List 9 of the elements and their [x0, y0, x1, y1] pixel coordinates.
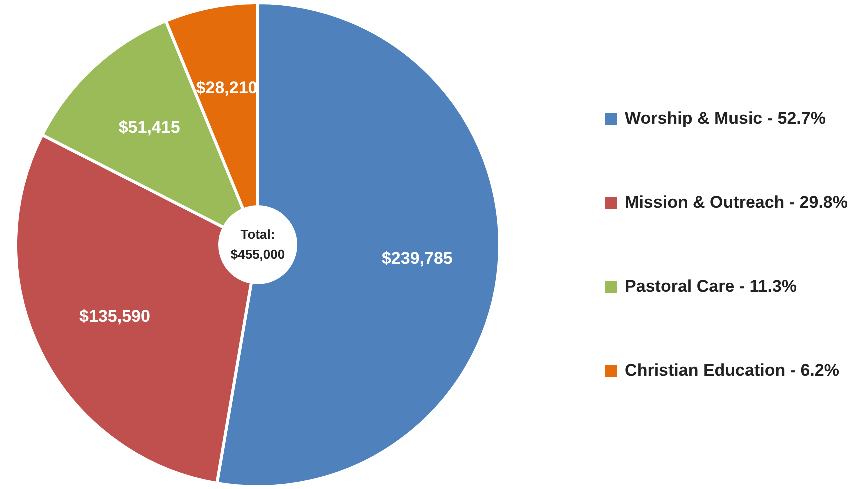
legend-label: Christian Education - 6.2%: [625, 360, 840, 380]
data-label: $28,210: [196, 78, 258, 98]
legend-label: Worship & Music - 52.7%: [625, 108, 826, 128]
legend-label: Mission & Outreach - 29.8%: [625, 192, 848, 212]
text: Total: $455,000: [230, 226, 286, 264]
data-label: $51,415: [118, 118, 180, 137]
data-label: $135,590: [80, 307, 150, 326]
legend-label: Pastoral Care - 11.3%: [625, 276, 798, 296]
data-label: $239,785: [382, 249, 453, 268]
